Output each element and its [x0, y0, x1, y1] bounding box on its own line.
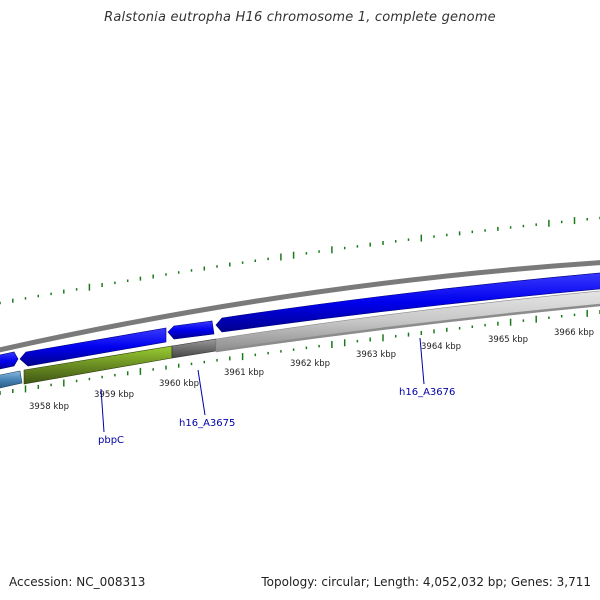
genome-summary: Topology: circular; Length: 4,052,032 bp… — [261, 575, 591, 589]
gene-label-pbpC[interactable]: pbpC — [98, 435, 124, 446]
forward-gene-2[interactable] — [167, 320, 215, 340]
reverse-gene-h16-A3675[interactable] — [171, 338, 217, 359]
leader-h16-A3676 — [419, 337, 425, 385]
scale-label-3962: 3962 kbp — [290, 359, 330, 369]
gc-content-track-inner — [0, 309, 600, 395]
scale-label-3964: 3964 kbp — [421, 342, 461, 352]
gc-content-track-outer — [0, 216, 600, 305]
scale-label-3959: 3959 kbp — [94, 390, 134, 400]
scale-label-3965: 3965 kbp — [488, 335, 528, 345]
accession-label: Accession: NC_008313 — [9, 575, 146, 589]
forward-gene-3[interactable] — [215, 272, 600, 333]
scale-labels: 3958 kbp 3959 kbp 3960 kbp 3961 kbp 3962… — [29, 328, 594, 412]
scale-label-3966: 3966 kbp — [554, 328, 594, 338]
leader-h16-A3675 — [197, 369, 206, 416]
scale-label-3958: 3958 kbp — [29, 402, 69, 412]
scale-label-3961: 3961 kbp — [224, 368, 264, 378]
scale-label-3960: 3960 kbp — [159, 379, 199, 389]
leader-pbpC — [100, 388, 105, 433]
forward-gene-1[interactable] — [19, 327, 167, 367]
page-title: Ralstonia eutropha H16 chromosome 1, com… — [104, 10, 496, 25]
chromosome-backbone — [0, 260, 600, 353]
gene-label-h16-A3676[interactable]: h16_A3676 — [399, 387, 455, 398]
scale-label-3963: 3963 kbp — [356, 350, 396, 360]
reverse-gene-left-edge[interactable] — [0, 370, 23, 389]
gene-label-leaders — [100, 337, 425, 433]
gene-labels: pbpC h16_A3675 h16_A3676 — [98, 387, 455, 446]
scale-line — [215, 303, 600, 353]
gene-label-h16-A3675[interactable]: h16_A3675 — [179, 418, 235, 429]
forward-gene-left-edge[interactable] — [0, 351, 19, 370]
